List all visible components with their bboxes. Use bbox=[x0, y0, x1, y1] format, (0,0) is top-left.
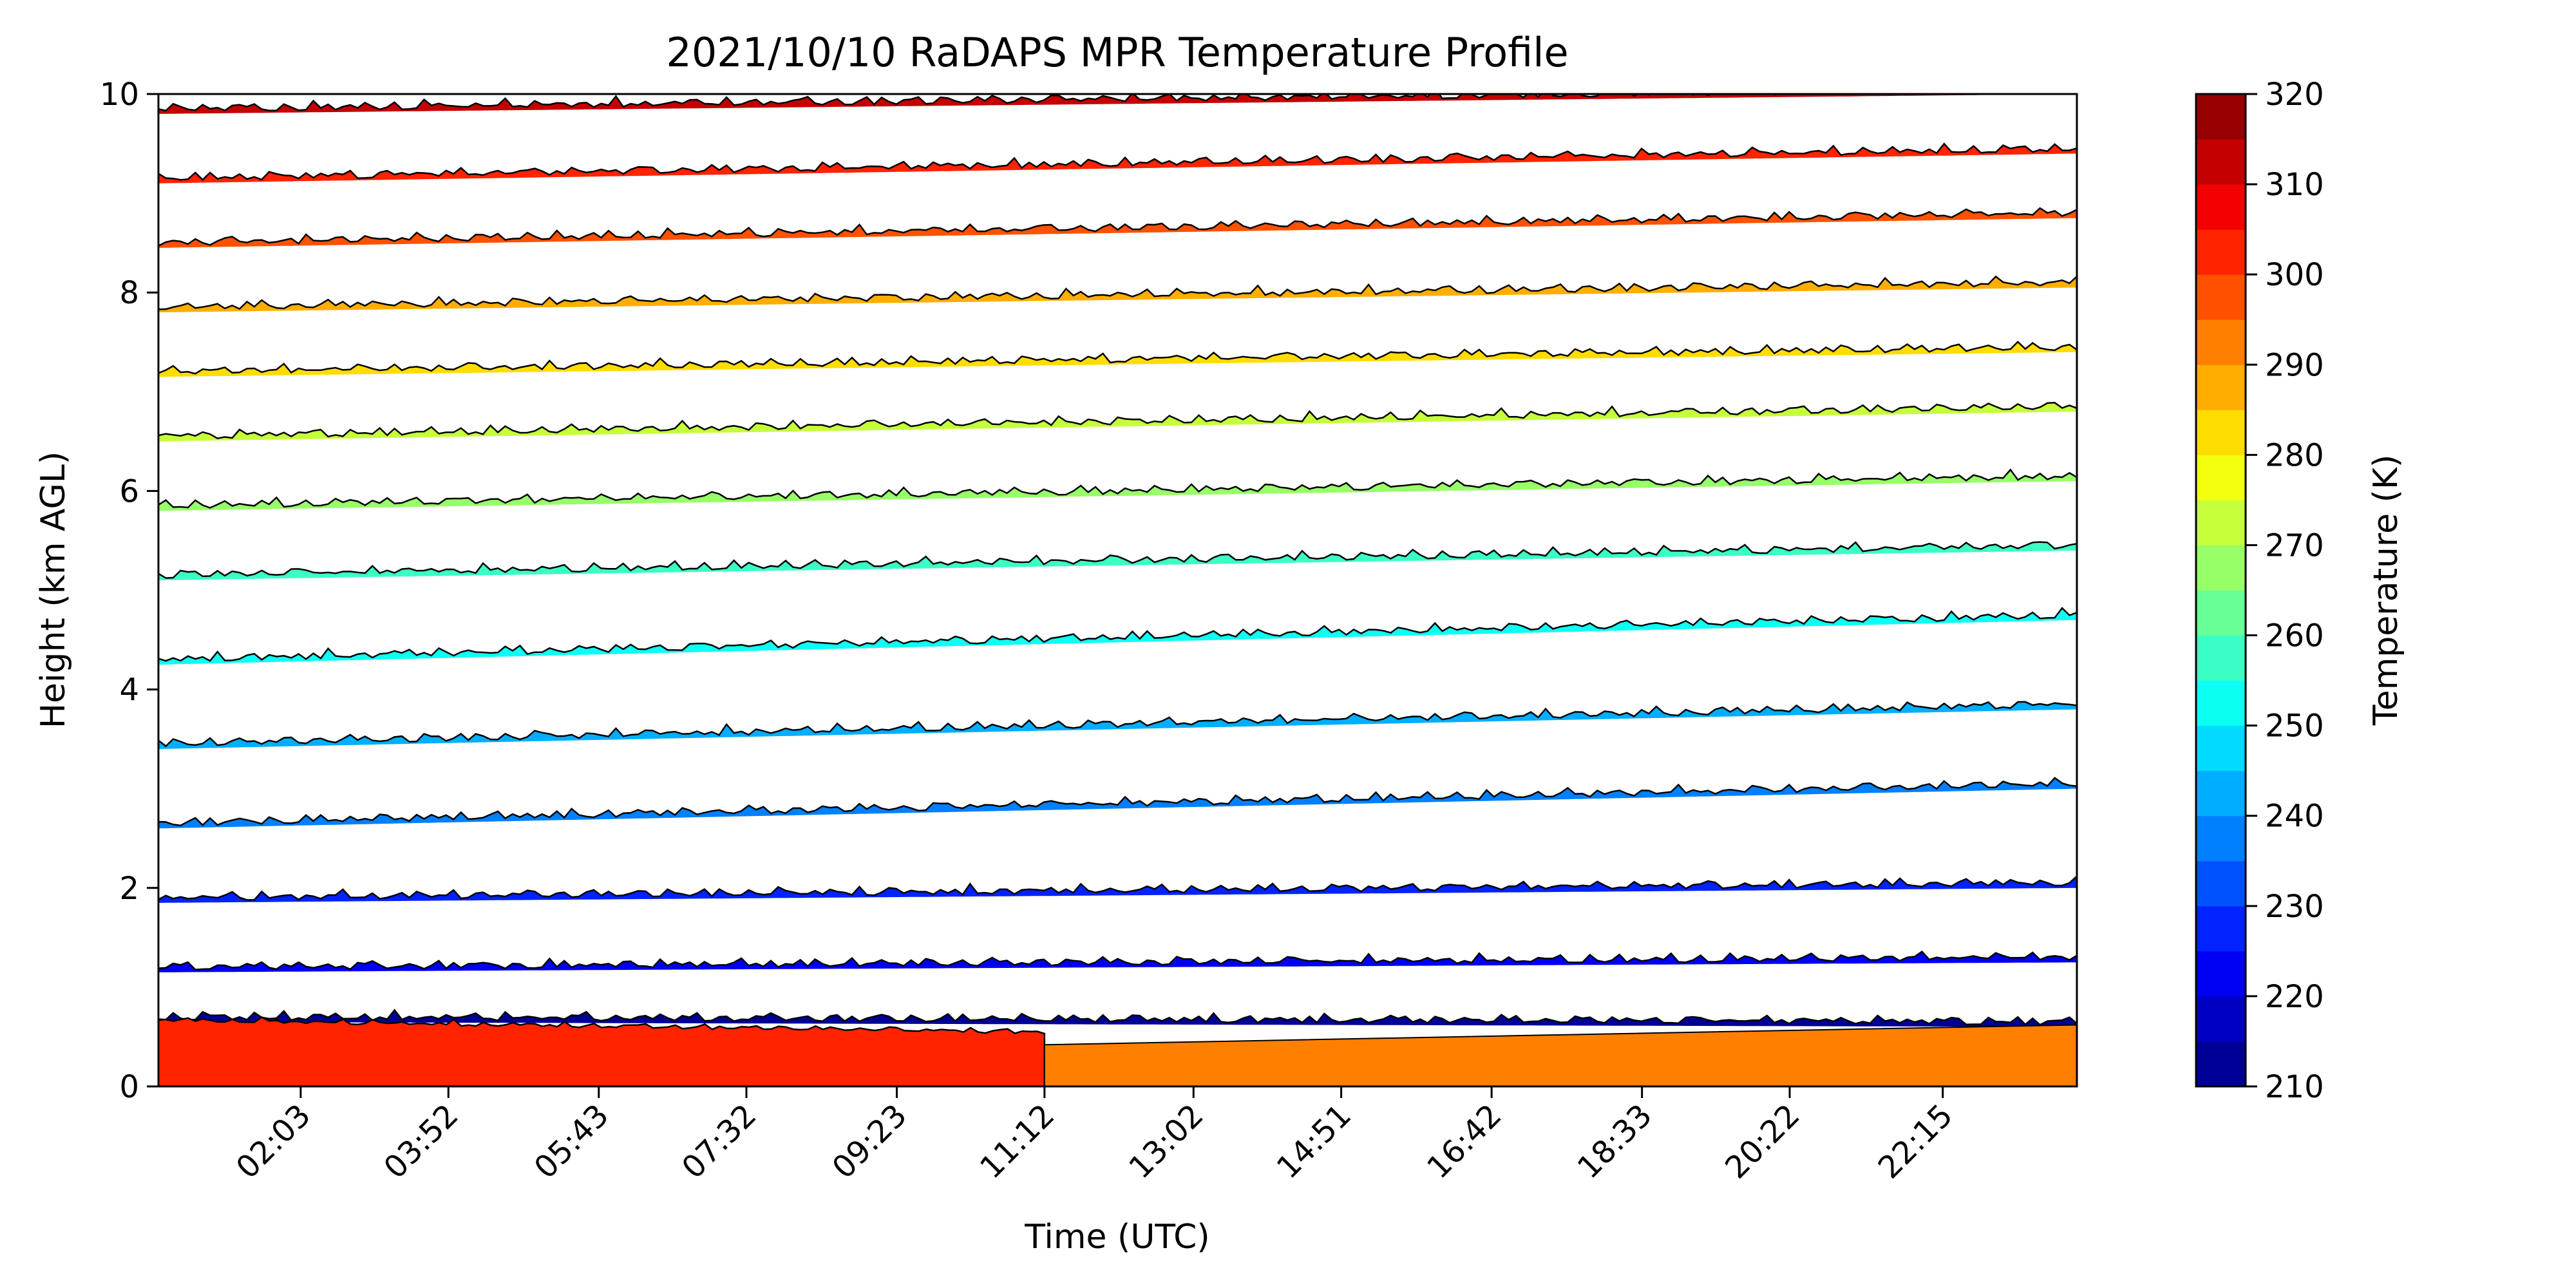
x-axis-label: Time (UTC) bbox=[1024, 1218, 1209, 1256]
colorbar-segment bbox=[2196, 996, 2246, 1042]
colorbar-segment bbox=[2196, 680, 2246, 726]
x-tick-label: 22:15 bbox=[1871, 1097, 1960, 1186]
colorbar-segment bbox=[2196, 860, 2246, 907]
plot-area bbox=[158, 94, 2077, 1086]
colorbar-tick-label: 240 bbox=[2265, 799, 2324, 835]
contour-line-14 bbox=[158, 1009, 2077, 1026]
surface-warm-layer bbox=[158, 1016, 1046, 1086]
x-tick-label: 14:51 bbox=[1270, 1097, 1358, 1186]
x-tick-label: 11:12 bbox=[973, 1097, 1061, 1186]
colorbar-tick-label: 310 bbox=[2265, 167, 2324, 203]
isotherm-band-8 bbox=[158, 542, 2077, 581]
colorbar-tick-label: 250 bbox=[2265, 708, 2324, 744]
y-axis-label: Height (km AGL) bbox=[34, 451, 73, 728]
x-tick-label: 13:02 bbox=[1122, 1097, 1210, 1186]
contour-line-6 bbox=[158, 402, 2077, 440]
contour-line-9 bbox=[158, 607, 2077, 662]
y-tick-label: 4 bbox=[119, 672, 139, 708]
colorbar-segment bbox=[2196, 951, 2246, 997]
colorbar-segment bbox=[2196, 500, 2246, 545]
x-tick-label: 05:43 bbox=[527, 1097, 616, 1186]
colorbar-tick-label: 210 bbox=[2265, 1069, 2324, 1105]
colorbar-segment bbox=[2196, 590, 2246, 636]
x-axis: 02:03 03:52 05:43 07:32 09:23 11:12 13:02 14:51… bbox=[229, 1086, 1960, 1186]
colorbar-segment bbox=[2196, 905, 2246, 952]
colorbar-segment bbox=[2196, 229, 2246, 275]
colorbar: 210 220 230 240 250 260 270 280 290 300 310 320 bbox=[2195, 77, 2324, 1105]
x-tick-label: 07:32 bbox=[675, 1097, 763, 1186]
y-tick-label: 2 bbox=[119, 871, 139, 907]
isotherm-band-1 bbox=[158, 94, 2077, 114]
y-tick-label: 10 bbox=[100, 77, 139, 113]
x-tick-label: 16:42 bbox=[1420, 1097, 1508, 1186]
contour-line-12 bbox=[158, 875, 2077, 901]
colorbar-segment bbox=[2196, 410, 2246, 455]
y-tick-label: 0 bbox=[119, 1069, 139, 1105]
colorbar-segment bbox=[2196, 815, 2246, 862]
isotherm-band-9 bbox=[158, 608, 2077, 665]
x-tick-label: 20:22 bbox=[1718, 1097, 1806, 1186]
colorbar-tick-label: 320 bbox=[2265, 77, 2324, 113]
colorbar-tick-label: 260 bbox=[2265, 618, 2324, 654]
contour-line-1 bbox=[158, 94, 1900, 112]
colorbar-segment bbox=[2196, 319, 2246, 365]
colorbar-tick-label: 280 bbox=[2265, 437, 2324, 473]
isotherm-band-4 bbox=[158, 276, 2077, 312]
contour-line-3 bbox=[158, 207, 2077, 247]
contour-line-8 bbox=[158, 541, 2077, 579]
isotherm-band-13 bbox=[158, 951, 2077, 972]
isotherm-band-10 bbox=[158, 701, 2077, 750]
contour-line-2 bbox=[158, 142, 2077, 181]
colorbar-segment bbox=[2196, 545, 2246, 591]
isotherm-band-12 bbox=[158, 876, 2077, 903]
colorbar-tick-label: 270 bbox=[2265, 527, 2324, 564]
colorbar-segment bbox=[2196, 94, 2246, 140]
colorbar-segment bbox=[2196, 139, 2246, 185]
colorbar-tick-label: 220 bbox=[2265, 979, 2324, 1015]
x-tick-label: 03:52 bbox=[377, 1097, 465, 1186]
contour-line-13 bbox=[158, 950, 2077, 971]
colorbar-label: Temperature (K) bbox=[2367, 455, 2405, 726]
colorbar-segment bbox=[2196, 1041, 2246, 1087]
isotherm-band-2 bbox=[158, 144, 2077, 184]
colorbar-tick-label: 230 bbox=[2265, 889, 2324, 925]
colorbar-frame bbox=[2195, 93, 2247, 1088]
chart-title: 2021/10/10 RaDAPS MPR Temperature Profil… bbox=[666, 29, 1568, 76]
isotherm-band-14 bbox=[158, 1010, 2077, 1027]
y-tick-label: 6 bbox=[119, 473, 139, 509]
y-axis: 0 2 4 6 8 10 bbox=[100, 77, 158, 1105]
colorbar-segment bbox=[2196, 455, 2246, 500]
isotherm-band-11 bbox=[158, 777, 2077, 829]
colorbar-segment bbox=[2196, 184, 2246, 230]
plot-frame bbox=[157, 93, 2078, 1088]
x-tick-label: 18:33 bbox=[1571, 1097, 1659, 1186]
isotherm-band-7 bbox=[158, 469, 2077, 511]
colorbar-segment bbox=[2196, 770, 2246, 817]
contour-line-7 bbox=[158, 468, 2077, 509]
contour-line-5 bbox=[158, 341, 2077, 375]
surface-afternoon-layer bbox=[1043, 1024, 2077, 1086]
colorbar-segment bbox=[2196, 274, 2246, 320]
contour-line-10 bbox=[158, 701, 2077, 748]
isotherm-band-3 bbox=[158, 208, 2077, 248]
x-tick-label: 02:03 bbox=[229, 1097, 317, 1186]
isotherm-band-5 bbox=[158, 341, 2077, 377]
colorbar-tick-label: 300 bbox=[2265, 257, 2324, 293]
contour-line-11 bbox=[158, 777, 2077, 827]
colorbar-tick-label: 290 bbox=[2265, 347, 2324, 383]
colorbar-segment bbox=[2196, 725, 2246, 772]
x-tick-label: 09:23 bbox=[826, 1097, 914, 1186]
contour-line-4 bbox=[158, 275, 2077, 310]
y-tick-label: 8 bbox=[119, 275, 139, 311]
colorbar-segment bbox=[2196, 635, 2246, 681]
colorbar-segment bbox=[2196, 365, 2246, 410]
